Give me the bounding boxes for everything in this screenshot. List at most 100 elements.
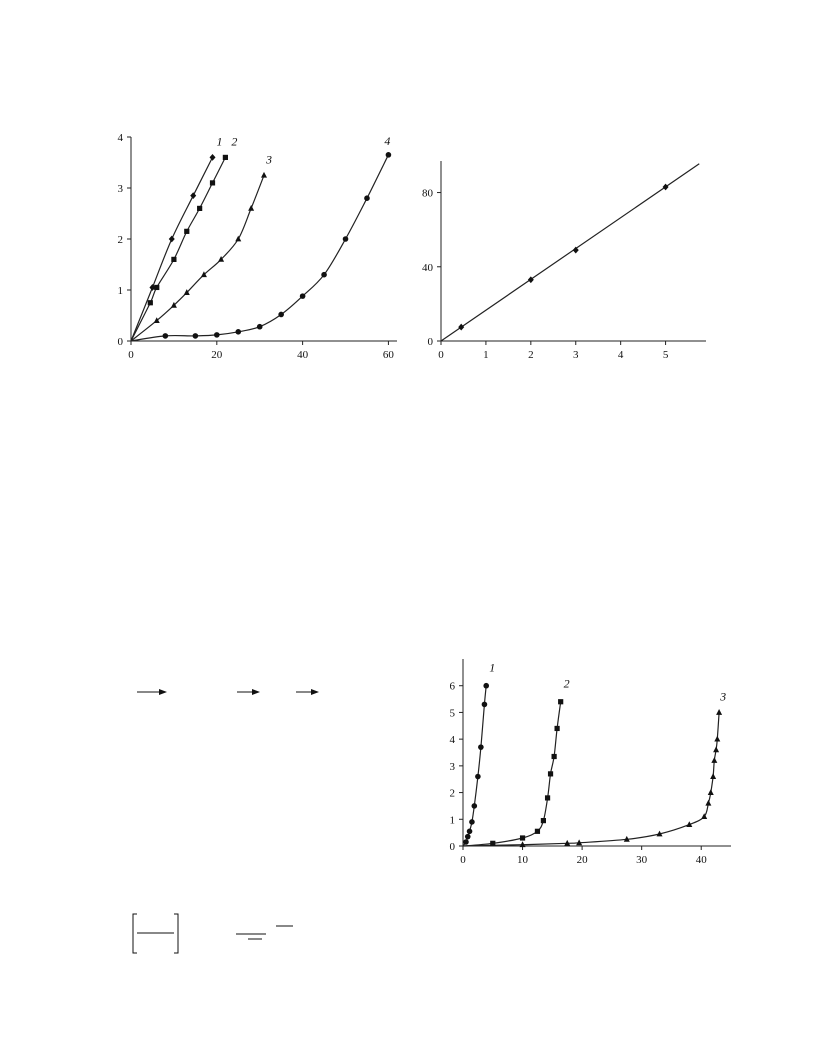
series-2-point xyxy=(554,725,560,732)
series-3-point xyxy=(710,773,717,779)
series-1-point xyxy=(478,744,484,750)
series-2-point xyxy=(540,818,546,824)
x-tick-label: 20 xyxy=(211,349,223,361)
series-1-point xyxy=(469,819,475,825)
series-2-point xyxy=(519,835,526,841)
x-tick-label: 4 xyxy=(618,349,624,361)
series-3-point xyxy=(235,235,242,242)
x-tick-label: 30 xyxy=(636,854,648,866)
series-3-point xyxy=(200,271,207,278)
series-3-point xyxy=(248,205,255,211)
x-tick-label: 10 xyxy=(517,854,529,866)
series-1-point xyxy=(466,828,473,835)
series-2-point xyxy=(147,300,153,306)
reaction-arrow-icon xyxy=(137,689,167,695)
series-2-label: 2 xyxy=(564,677,570,691)
x-tick-label: 5 xyxy=(663,349,669,361)
series-2-point xyxy=(184,228,190,234)
series-1-point xyxy=(475,773,481,780)
series-1-point xyxy=(149,284,156,291)
series-2-label: 2 xyxy=(231,134,237,148)
series-4-point xyxy=(278,311,284,318)
chart-3: 0 10 20 30 40 0 1 2 3 4 5 6 1 2 3 xyxy=(450,659,731,866)
x-tick-label: 60 xyxy=(383,349,395,361)
series-1-point xyxy=(168,235,175,243)
series-3-curve xyxy=(130,175,265,342)
series-3-point xyxy=(564,839,571,846)
series-3-point xyxy=(153,317,160,323)
series-0-point xyxy=(527,276,534,284)
chart-3-curves xyxy=(462,685,720,847)
series-2-point xyxy=(551,753,557,760)
series-3-point xyxy=(218,256,225,262)
series-3-point xyxy=(623,835,630,842)
series-1-curve xyxy=(130,157,214,342)
chart-3-markers xyxy=(463,682,723,848)
chart-3-curve-labels: 1 2 3 xyxy=(489,661,726,704)
series-3-point xyxy=(183,289,190,295)
reaction-arrow-icon xyxy=(296,689,319,695)
series-4-label: 4 xyxy=(384,134,390,148)
x-tick-label: 20 xyxy=(577,854,589,866)
y-tick-label: 2 xyxy=(450,788,456,800)
series-4-curve xyxy=(130,154,389,342)
series-3-point xyxy=(707,789,714,795)
series-3-point xyxy=(705,799,712,806)
x-tick-label: 0 xyxy=(460,854,466,866)
y-tick-label: 40 xyxy=(422,262,434,274)
series-3-point xyxy=(701,813,708,820)
series-3-point xyxy=(686,821,693,828)
series-2-point xyxy=(209,180,216,186)
series-2-point xyxy=(534,828,541,834)
series-2-point xyxy=(222,154,228,160)
series-4-point xyxy=(214,332,220,338)
series-2-point xyxy=(171,256,177,262)
series-0-point xyxy=(662,183,669,191)
y-tick-label: 0 xyxy=(118,336,124,348)
right-bracket-icon xyxy=(174,913,179,954)
chart-2: 0 1 2 3 4 5 0 40 80 xyxy=(422,161,706,361)
series-4-point xyxy=(192,333,199,339)
series-3-point xyxy=(713,746,720,753)
equation-fragments xyxy=(132,689,319,954)
series-3-point xyxy=(519,841,526,848)
y-tick-label: 3 xyxy=(118,183,124,195)
series-4-point xyxy=(321,271,327,278)
series-2-point xyxy=(544,795,551,801)
series-1-point xyxy=(483,682,490,689)
y-tick-label: 80 xyxy=(422,188,434,200)
y-tick-label: 0 xyxy=(428,336,434,348)
series-1-point xyxy=(209,154,216,161)
x-tick-label: 1 xyxy=(483,349,489,361)
x-tick-label: 2 xyxy=(528,349,534,361)
series-2-point xyxy=(154,284,160,291)
y-tick-label: 0 xyxy=(450,841,456,853)
series-3-point xyxy=(711,757,718,763)
chart-3-ticks: 0 10 20 30 40 0 1 2 3 4 5 6 xyxy=(450,681,708,866)
series-4-point xyxy=(299,293,306,299)
chart-1-curve-labels: 1 2 3 4 xyxy=(217,134,391,166)
series-3-label: 3 xyxy=(265,152,272,166)
series-2-point xyxy=(197,205,203,211)
series-3-label: 3 xyxy=(719,689,726,703)
series-3-point xyxy=(656,830,663,837)
series-3-point xyxy=(170,301,177,308)
chart-1-markers xyxy=(147,152,392,339)
series-4-point xyxy=(385,152,392,158)
series-0-point xyxy=(572,246,579,254)
y-tick-label: 1 xyxy=(118,285,124,297)
series-3-curve xyxy=(462,712,720,847)
series-1-curve xyxy=(462,685,487,847)
y-tick-label: 2 xyxy=(118,234,124,246)
series-4-point xyxy=(342,236,349,242)
y-tick-label: 1 xyxy=(450,814,456,826)
y-tick-label: 4 xyxy=(450,734,456,746)
series-2-point xyxy=(558,699,564,705)
series-1-point xyxy=(481,701,488,708)
y-tick-label: 5 xyxy=(450,707,456,719)
series-1-point xyxy=(463,839,469,845)
x-tick-label: 3 xyxy=(573,349,579,361)
